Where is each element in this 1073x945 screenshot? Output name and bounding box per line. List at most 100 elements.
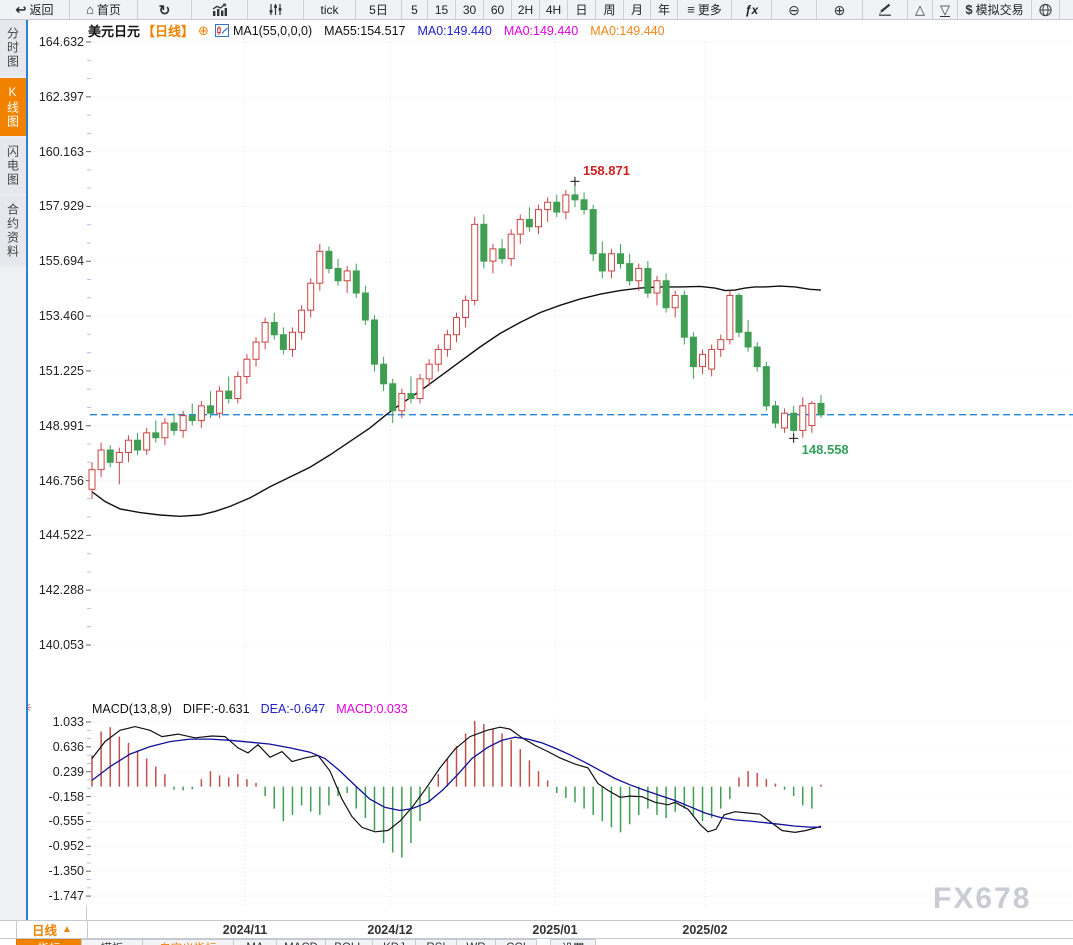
indicator-tab-模板[interactable]: 模板 (81, 939, 143, 945)
toolbar-button-label: 周 (603, 3, 616, 17)
candle-up (197, 405, 205, 422)
indicator-tab-指标[interactable]: 指标 (16, 939, 82, 945)
top-toolbar: ↩ 返回 ⌂ 首页 ↻ tick 5日 5 15 30 60 2H 4H 日周月年 ≡ 更多 ƒx ⊖ ⊕ △ ▽ $ 模拟… (0, 0, 1073, 20)
candle-down (106, 449, 114, 463)
sliders-icon (268, 3, 283, 16)
x-axis-label: 2025/02 (682, 923, 728, 937)
candle-down (771, 405, 779, 424)
indicator-tab-自定义指标[interactable]: 自定义指标 (142, 939, 234, 945)
candle-up (343, 270, 351, 282)
toolbar-zoom-out-button[interactable]: ⊖ (772, 0, 817, 19)
candle-up (562, 194, 570, 213)
toolbar-refresh-button[interactable]: ↻ (138, 0, 192, 19)
toolbar-formula-button[interactable]: ƒx (732, 0, 772, 19)
candle-up (653, 280, 661, 294)
toolbar-triangle-up-button[interactable]: △ (908, 0, 933, 19)
candle-up (507, 233, 515, 260)
toolbar-period-month-button[interactable]: 月 (624, 0, 651, 19)
period-tab-notch-right (86, 906, 87, 920)
toolbar-button-label: 年 (657, 3, 670, 17)
candle-up (462, 299, 470, 319)
macd-dea-line (91, 736, 822, 828)
candle-up (717, 339, 725, 350)
period-dropdown-tab[interactable]: 日线 ▲ (16, 921, 88, 938)
candle-down (334, 267, 342, 282)
candle-down (580, 199, 588, 211)
fx-icon: ƒx (744, 2, 759, 17)
candle-up (261, 321, 269, 343)
candle-down (352, 270, 360, 294)
toolbar-period-week-button[interactable]: 周 (596, 0, 624, 19)
ma55-line (91, 285, 822, 518)
toolbar-indicator-settings-button[interactable] (248, 0, 304, 19)
candle-up (398, 393, 406, 412)
candle-down (598, 253, 606, 272)
candle-up (161, 422, 169, 439)
candle-down (735, 294, 743, 333)
tri-down-icon: ▽ (940, 1, 950, 17)
toolbar-period-2h-button[interactable]: 2H (512, 0, 540, 19)
x-axis-strip: 2024/11 2024/12 2025/01 2025/02 (0, 920, 1073, 939)
x-axis-label: 2024/12 (367, 923, 413, 937)
candle-down (170, 422, 178, 431)
toolbar-zoom-in-button[interactable]: ⊕ (817, 0, 863, 19)
candle-down (134, 439, 142, 451)
toolbar-period-year-button[interactable]: 年 (651, 0, 678, 19)
toolbar-period-day-button[interactable]: 日 (568, 0, 596, 19)
indicator-tab-CCI[interactable]: CCI (495, 939, 537, 945)
candle-down (188, 415, 196, 422)
candle-down (480, 223, 488, 262)
toolbar-period-5d-button[interactable]: 5日 (356, 0, 402, 19)
candle-down (571, 194, 579, 201)
candle-down (644, 267, 652, 294)
indicator-tab-RSI[interactable]: RSI (415, 939, 457, 945)
indicator-tab-设置[interactable]: 设置 (550, 939, 596, 945)
indicator-tab-WR[interactable]: WR (456, 939, 496, 945)
candle-down (680, 294, 688, 338)
toolbar-period-15-button[interactable]: 15 (428, 0, 456, 19)
toolbar-period-30-button[interactable]: 30 (456, 0, 484, 19)
toolbar-period-tick-button[interactable]: tick (304, 0, 356, 19)
toolbar-home-button[interactable]: ⌂ 首页 (70, 0, 138, 19)
candle-down (407, 393, 415, 400)
indicator-tab-MA[interactable]: MA (233, 939, 277, 945)
triangle-up-icon: ▲ (62, 924, 72, 935)
candle-down (525, 218, 533, 228)
toolbar-back-button[interactable]: ↩ 返回 (0, 0, 70, 19)
candle-up (179, 415, 187, 431)
candle-up (799, 405, 807, 431)
sidebar-tab-3[interactable]: 合约资料 (0, 196, 26, 266)
candle-up (143, 432, 151, 451)
toolbar-triangle-down-button[interactable]: ▽ (933, 0, 958, 19)
candle-up (307, 282, 315, 311)
toolbar-button-label: 月 (630, 3, 643, 17)
indicator-tab-MACD[interactable]: MACD (276, 939, 326, 945)
candle-up (726, 294, 734, 341)
candle-down (744, 331, 752, 348)
candle-down (325, 250, 333, 269)
sidebar-tab-0[interactable]: 分时图 (0, 20, 26, 76)
toolbar-button-label: 4H (545, 2, 562, 17)
candle-down (626, 263, 634, 282)
tri-up-icon: △ (915, 2, 925, 17)
toolbar-sim-trade-button[interactable]: $ 模拟交易 (958, 0, 1032, 19)
toolbar-period-60-button[interactable]: 60 (484, 0, 512, 19)
toolbar-period-4h-button[interactable]: 4H (540, 0, 568, 19)
candle-down (553, 201, 561, 213)
candle-up (535, 209, 543, 228)
toolbar-draw-button[interactable] (863, 0, 908, 19)
candle-down (662, 280, 670, 309)
indicator-tab-KDJ[interactable]: KDJ (372, 939, 416, 945)
toolbar-more-button[interactable]: ≡ 更多 (678, 0, 732, 19)
toolbar-period-5-button[interactable]: 5 (402, 0, 428, 19)
dollar-icon: $ (965, 2, 973, 17)
sidebar-tab-1[interactable]: K线图 (0, 78, 26, 136)
sidebar-tab-2[interactable]: 闪电图 (0, 138, 26, 194)
candle-up (607, 253, 615, 272)
candle-down (152, 432, 160, 439)
toolbar-button-label: 30 (462, 2, 477, 17)
toolbar-globe-button[interactable] (1032, 0, 1060, 19)
toolbar-chart-type-button[interactable] (192, 0, 248, 19)
indicator-tab-BOLL[interactable]: BOLL (325, 939, 373, 945)
